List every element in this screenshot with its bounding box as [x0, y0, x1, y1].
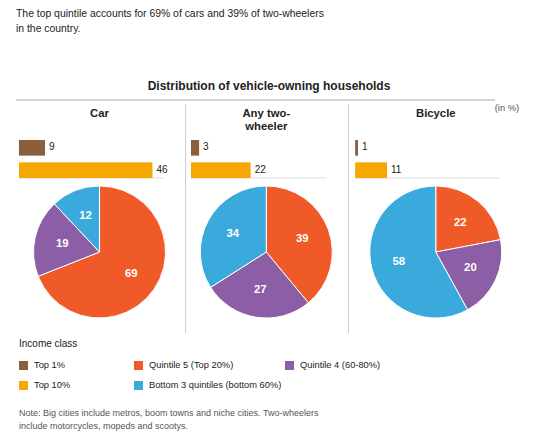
legend-swatch — [285, 361, 294, 370]
data-label: 39 — [296, 232, 309, 244]
data-label: 1 — [362, 141, 368, 152]
unit-label: (in %) — [495, 103, 519, 113]
legend-entry: Top 1% — [34, 360, 65, 370]
bar — [191, 140, 199, 156]
data-label: 22 — [255, 164, 267, 175]
legend-entry: Quintile 4 (60-80%) — [300, 360, 380, 370]
bars — [191, 140, 251, 178]
bar — [19, 162, 153, 178]
bar — [191, 162, 251, 178]
data-label: 12 — [79, 209, 92, 221]
slice — [200, 186, 266, 287]
pie: 39 27 34 — [200, 186, 332, 318]
data-label: 9 — [49, 141, 55, 152]
bars — [355, 140, 387, 178]
data-label: 34 — [226, 227, 239, 239]
legend-entry: Quintile 5 (Top 20%) — [149, 360, 233, 370]
data-label: 46 — [156, 164, 168, 175]
data-label: 19 — [56, 237, 69, 249]
data-label: 11 — [391, 164, 402, 175]
slice — [370, 186, 468, 318]
bars — [19, 140, 153, 178]
column-title: Bicycle — [416, 107, 456, 119]
chart: The top quintile accounts for 69% of car… — [0, 0, 538, 441]
column-title: Car — [90, 107, 109, 119]
legend-swatch — [134, 361, 143, 370]
data-label: 20 — [464, 261, 477, 273]
legend-swatch — [134, 381, 143, 390]
subtitle: The top quintile accounts for 69% of car… — [16, 8, 324, 34]
bar — [355, 140, 358, 156]
legend-swatch — [19, 381, 28, 390]
bar — [19, 140, 45, 156]
column-title: Any two-wheeler — [242, 107, 290, 132]
title: Distribution of vehicle-owning household… — [148, 79, 391, 93]
legend-title: Income class — [19, 338, 77, 349]
data-label: 3 — [203, 141, 209, 152]
column-divider — [185, 104, 186, 333]
slice — [54, 186, 99, 252]
data-label: 22 — [454, 215, 467, 227]
bar — [355, 162, 387, 178]
legend: Top 1% Top 10% Quintile 5 (Top 20%) Quintil… — [19, 360, 380, 390]
legend-swatch — [19, 361, 28, 370]
column-divider — [348, 104, 349, 333]
divider — [16, 100, 495, 101]
pie: 22 20 58 — [370, 186, 502, 318]
legend-entry: Top 10% — [34, 380, 70, 390]
data-label: 27 — [254, 283, 267, 295]
note: Note: Big cities include metros, boom to… — [19, 408, 319, 431]
legend-entry: Bottom 3 quintiles (bottom 60%) — [149, 380, 281, 390]
pie: 69 19 12 — [34, 186, 166, 318]
data-label: 58 — [392, 255, 405, 267]
data-label: 69 — [125, 267, 138, 279]
